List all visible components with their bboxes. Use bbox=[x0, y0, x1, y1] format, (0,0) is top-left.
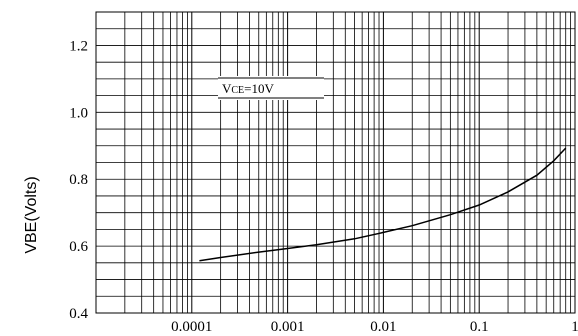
annotation-vce: VCE=10V bbox=[218, 76, 324, 100]
y-tick-label: 1.0 bbox=[69, 105, 88, 121]
y-tick-label: 0.6 bbox=[69, 239, 88, 255]
plot-frame bbox=[95, 11, 576, 314]
x-tick-label: 0.01 bbox=[370, 319, 396, 335]
y-tick-label: 1.2 bbox=[69, 38, 88, 54]
y-tick-label: 0.4 bbox=[69, 306, 88, 322]
annotation-text: VCE=10V bbox=[222, 81, 275, 96]
x-tick-label: 0.001 bbox=[271, 319, 305, 335]
annotation-box bbox=[218, 76, 324, 100]
annotation-main: V bbox=[222, 81, 232, 96]
x-axis-ticks: 0.0001 0.001 0.01 0.1 1 bbox=[171, 319, 578, 335]
vbe-curve bbox=[199, 147, 567, 262]
annotation-rest: =10V bbox=[244, 81, 274, 96]
x-tick-label: 0.1 bbox=[470, 319, 489, 335]
x-tick-label: 0.0001 bbox=[171, 319, 212, 335]
grid bbox=[95, 11, 575, 314]
curve-points bbox=[199, 148, 565, 261]
annotation-subscript: CE bbox=[231, 85, 244, 96]
y-axis-label: VBE(Volts) bbox=[23, 176, 40, 253]
plot-border bbox=[95, 11, 576, 314]
y-tick-label: 0.8 bbox=[69, 172, 88, 188]
x-tick-label: 1 bbox=[571, 319, 578, 335]
y-axis-ticks: 0.4 0.6 0.8 1.0 1.2 bbox=[69, 38, 88, 322]
